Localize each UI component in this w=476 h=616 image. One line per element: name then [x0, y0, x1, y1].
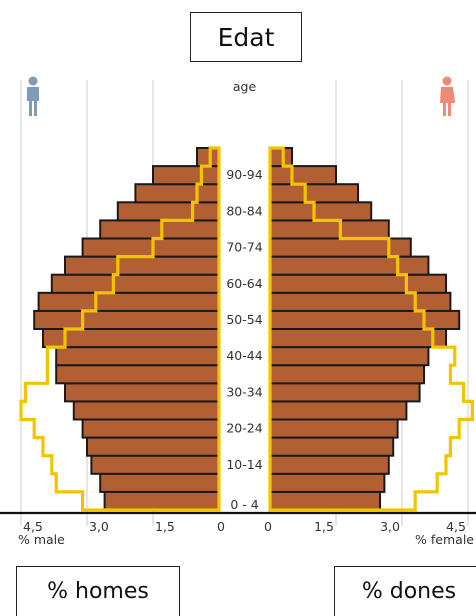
x-tick-label-left: 3,0 [89, 519, 109, 534]
female-bar-85-89 [269, 183, 359, 204]
male-bar-45-49 [42, 328, 220, 349]
x-axis-label-left: % male [18, 532, 65, 547]
female-bar-50-54 [269, 309, 461, 330]
age-label: 40-44 [226, 348, 262, 363]
female-bar-10-14 [269, 454, 390, 475]
male-bar-90-94 [152, 165, 220, 186]
female-bar-15-19 [269, 436, 395, 457]
age-label: 50-54 [226, 312, 262, 327]
female-bar-45-49 [269, 328, 447, 349]
age-axis-title: age [233, 79, 257, 94]
x-tick-label-right: 4,5 [446, 519, 466, 534]
male-bar-65-69 [64, 255, 220, 276]
x-tick-label-right: 0 [264, 519, 272, 534]
male-bar-80-84 [116, 201, 220, 222]
female-bar-20-24 [269, 418, 399, 439]
male-bar-55-59 [37, 291, 220, 312]
female-icon [440, 76, 455, 116]
x-tick-label-right: 3,0 [380, 519, 400, 534]
male-bar-95+ [196, 147, 220, 168]
male-bar-60-64 [50, 273, 220, 294]
x-tick-label-left: 1,5 [155, 519, 175, 534]
title-box: Edat [190, 12, 302, 62]
male-bar-85-89 [134, 183, 220, 204]
x-tick-label-left: 4,5 [23, 519, 43, 534]
male-bar-50-54 [33, 309, 221, 330]
male-icon [27, 76, 39, 116]
population-pyramid-chart: age 0 - 4 10-14 20-24 30-34 40-44 50-54 60-64 70… [0, 76, 476, 547]
female-bar-90-94 [269, 165, 337, 186]
x-axis-label-right: % female [415, 532, 474, 547]
female-bar-80-84 [269, 201, 373, 222]
female-bar-5-9 [269, 472, 386, 493]
age-labels-group: age 0 - 4 10-14 20-24 30-34 40-44 50-54 60-64 70… [226, 79, 262, 512]
female-bar-60-64 [269, 273, 447, 294]
age-label: 0 - 4 [230, 497, 258, 512]
age-label: 80-84 [226, 203, 262, 218]
x-tick-label-right: 1,5 [314, 519, 334, 534]
bars-group [33, 147, 461, 511]
male-bar-5-9 [99, 472, 220, 493]
age-label: 70-74 [226, 240, 262, 255]
female-bar-75-79 [269, 219, 390, 240]
male-bar-30-34 [64, 382, 220, 403]
male-bar-75-79 [99, 219, 220, 240]
female-bar-95+ [269, 147, 293, 168]
male-bar-20-24 [81, 418, 220, 439]
age-label: 30-34 [226, 384, 262, 399]
female-bar-25-29 [269, 400, 408, 421]
male-bar-15-19 [86, 436, 220, 457]
male-bar-25-29 [72, 400, 220, 421]
legend-men-box: % homes [16, 566, 180, 616]
legend-men-text: % homes [47, 579, 149, 604]
female-bar-55-59 [269, 291, 452, 312]
female-bar-35-39 [269, 364, 425, 385]
male-bar-10-14 [90, 454, 220, 475]
outlines-group [19, 146, 474, 512]
title-text: Edat [217, 22, 275, 52]
age-label: 10-14 [226, 457, 262, 472]
age-label: 60-64 [226, 276, 262, 291]
x-axis: 4,5 3,0 1,5 0 0 1,5 3,0 4,5% male% female [0, 511, 476, 547]
female-bar-40-44 [269, 346, 430, 367]
x-tick-label-left: 0 [217, 519, 225, 534]
female-outline [268, 146, 474, 512]
male-bar-40-44 [55, 346, 221, 367]
male-bar-35-39 [55, 364, 221, 385]
age-label: 20-24 [226, 421, 262, 436]
age-label: 90-94 [226, 167, 262, 182]
female-bar-65-69 [269, 255, 430, 276]
male-bar-0-4 [103, 490, 220, 511]
male-bar-70-74 [81, 237, 220, 258]
female-bar-30-34 [269, 382, 421, 403]
female-bar-0-4 [269, 490, 381, 511]
male-outline [19, 146, 221, 512]
legend-women-box: % dones [334, 566, 476, 616]
legend-women-text: % dones [361, 579, 457, 604]
